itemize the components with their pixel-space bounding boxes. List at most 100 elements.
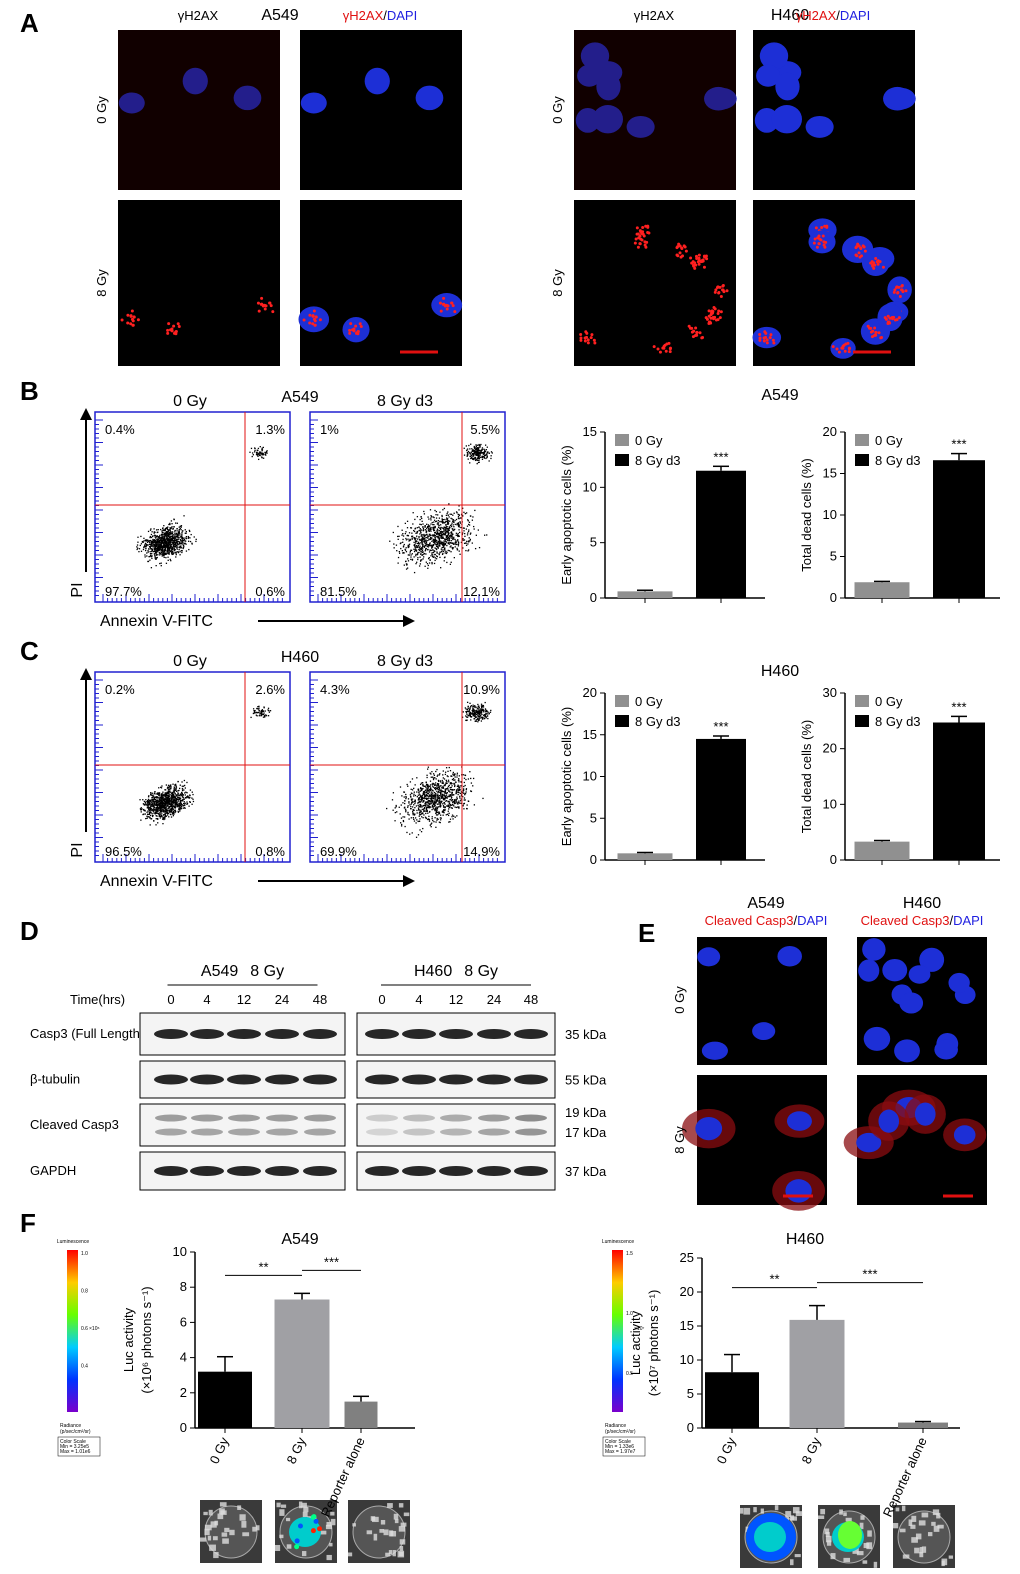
foci [719, 295, 723, 299]
foci [856, 242, 860, 246]
event-dot [417, 834, 420, 836]
event-dot [264, 453, 267, 455]
event-dot [433, 534, 436, 536]
event-dot [437, 536, 439, 538]
event-dot [450, 804, 453, 806]
foci [758, 333, 762, 337]
event-dot [416, 546, 419, 549]
foci [817, 242, 821, 246]
foci [871, 329, 875, 333]
event-dot [257, 708, 259, 710]
event-dot [476, 718, 478, 721]
event-dot [167, 531, 170, 533]
event-dot [430, 795, 433, 797]
event-dot [443, 522, 445, 524]
event-dot [456, 543, 458, 546]
event-dot [154, 552, 156, 554]
event-dot [467, 707, 469, 710]
event-dot [165, 546, 167, 549]
event-dot [483, 448, 485, 450]
event-dot [165, 789, 167, 791]
event-dot [453, 529, 455, 532]
event-dot [434, 557, 437, 559]
event-dot [433, 808, 435, 810]
event-dot [428, 785, 430, 787]
flow-title: 0 Gy [173, 393, 207, 410]
event-dot [140, 809, 142, 811]
event-dot [423, 785, 426, 787]
event-dot [478, 459, 480, 461]
event-dot [485, 716, 487, 718]
event-dot [426, 533, 428, 536]
event-dot [156, 546, 158, 549]
event-dot [466, 525, 469, 527]
event-dot [410, 556, 412, 558]
event-dot [457, 535, 459, 538]
event-dot [454, 546, 456, 548]
event-dot [147, 551, 149, 553]
event-dot [165, 549, 167, 552]
event-dot [452, 520, 454, 523]
foci [271, 310, 275, 314]
event-dot [434, 536, 436, 539]
event-dot [454, 523, 456, 526]
event-dot [449, 524, 452, 527]
event-dot [431, 546, 433, 548]
event-dot [460, 517, 462, 519]
event-dot [416, 538, 419, 540]
event-dot [154, 813, 156, 815]
event-dot [437, 818, 439, 820]
event-dot [414, 539, 416, 541]
event-dot [179, 807, 181, 809]
event-dot [402, 533, 404, 535]
event-dot [442, 541, 444, 544]
event-dot [159, 552, 162, 554]
foci [900, 288, 904, 292]
foci [349, 322, 353, 326]
event-dot [434, 784, 436, 787]
event-dot [454, 806, 456, 808]
event-dot [155, 547, 158, 550]
foci [758, 338, 762, 342]
event-dot [445, 779, 447, 782]
event-dot [476, 458, 478, 460]
event-dot [164, 534, 166, 537]
event-dot [256, 707, 258, 710]
event-dot [464, 784, 466, 787]
foci [263, 307, 267, 311]
event-dot [424, 804, 427, 807]
event-dot [397, 525, 399, 528]
event-dot [139, 799, 141, 801]
event-dot [174, 809, 177, 811]
event-dot [167, 535, 170, 538]
event-dot [447, 785, 450, 788]
event-dot [409, 794, 412, 796]
event-dot [462, 527, 465, 529]
foci [814, 226, 818, 230]
event-dot [420, 516, 422, 518]
event-dot [474, 451, 476, 453]
event-dot [473, 453, 475, 455]
event-dot [152, 799, 154, 801]
foci [771, 338, 775, 342]
event-dot [417, 802, 420, 804]
event-dot [451, 518, 453, 520]
event-dot [156, 547, 159, 550]
event-dot [164, 816, 166, 818]
event-dot [432, 801, 434, 803]
event-dot [164, 789, 166, 791]
event-dot [461, 792, 464, 794]
event-dot [435, 532, 437, 535]
event-dot [168, 803, 171, 806]
event-dot [422, 793, 424, 796]
event-dot [456, 772, 459, 774]
event-dot [425, 543, 428, 545]
event-dot [421, 551, 423, 554]
event-dot [165, 795, 167, 798]
event-dot [427, 801, 429, 803]
event-dot [165, 815, 167, 817]
event-dot [182, 785, 185, 787]
event-dot [183, 807, 186, 809]
event-dot [429, 529, 431, 531]
event-dot [467, 800, 469, 802]
